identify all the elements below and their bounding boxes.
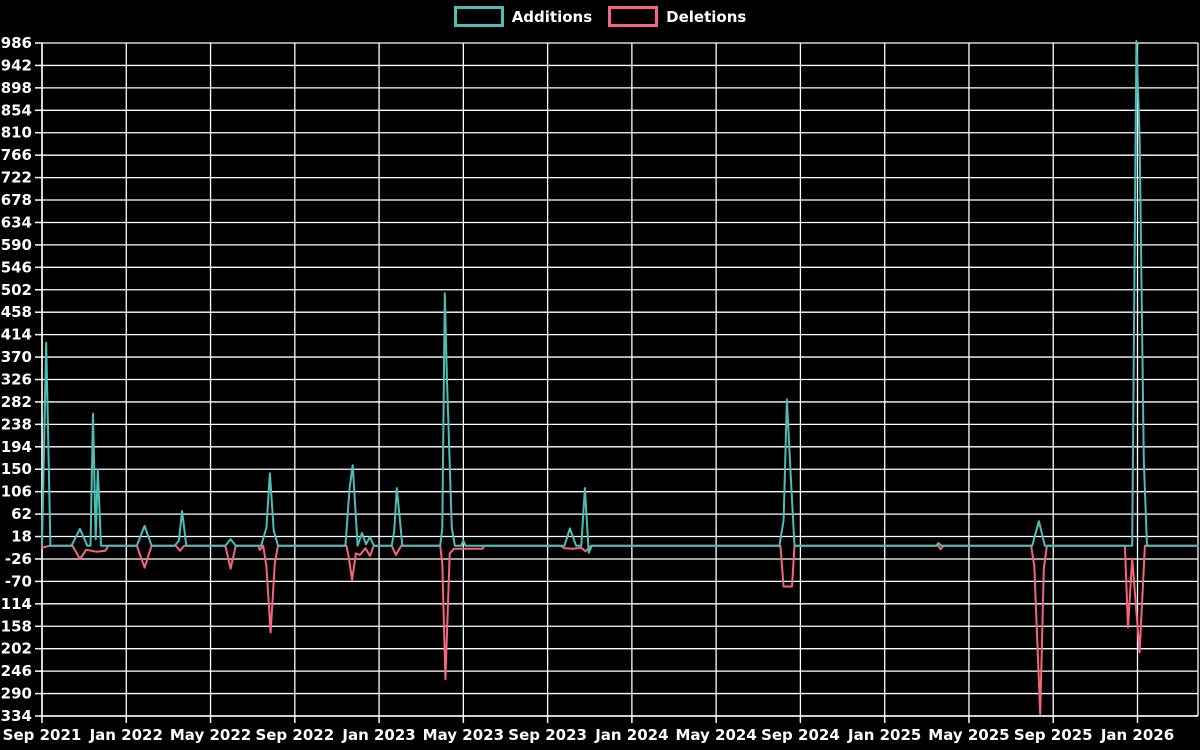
x-tick-label: Sep 2021 [3,726,82,744]
y-tick-label: 678 [1,191,32,209]
x-tick-label: Sep 2023 [508,726,587,744]
y-tick-label: 766 [1,146,32,164]
deletions-line [41,544,1199,715]
x-tick-label: May 2023 [423,726,504,744]
y-tick-label: -158 [0,617,32,635]
additions-swatch-icon [453,6,504,27]
y-tick-label: -202 [0,640,32,658]
y-tick-label: -334 [0,707,32,725]
y-tick-label: 62 [11,505,32,523]
y-tick-label: 898 [1,79,32,97]
x-tick-label: May 2024 [675,726,756,744]
x-tick-label: Jan 2026 [1100,726,1174,744]
x-tick-label: May 2025 [928,726,1009,744]
y-tick-label: -70 [5,572,32,590]
x-tick-label: Sep 2022 [255,726,334,744]
y-tick-label: 546 [1,258,32,276]
deletions-swatch-icon [608,6,659,27]
additions-line [41,40,1199,554]
y-tick-label: -114 [0,595,32,613]
y-tick-label: 150 [1,460,32,478]
y-tick-label: 854 [1,101,32,119]
y-tick-label: 590 [1,236,32,254]
y-tick-label: 942 [1,56,32,74]
y-tick-label: 282 [1,393,32,411]
y-tick-label: 986 [1,34,32,52]
legend-label-deletions: Deletions [666,7,747,26]
y-tick-label: -290 [0,685,32,703]
x-tick-label: Sep 2025 [1014,726,1093,744]
legend-label-additions: Additions [511,7,593,26]
y-tick-label: 810 [1,124,32,142]
legend-item-additions[interactable]: Additions [453,6,593,27]
y-tick-label: 106 [1,483,32,501]
y-tick-label: 18 [11,528,32,546]
x-tick-label: Jan 2023 [341,726,415,744]
y-tick-label: -246 [0,662,32,680]
y-tick-label: 458 [1,303,32,321]
chart-legend: Additions Deletions [0,6,1200,27]
x-tick-label: Jan 2024 [594,726,668,744]
y-tick-label: 326 [1,371,32,389]
x-tick-label: Jan 2022 [89,726,163,744]
x-tick-label: May 2022 [170,726,251,744]
y-tick-label: 722 [1,169,32,187]
y-tick-label: 370 [1,348,32,366]
y-tick-label: 194 [1,438,32,456]
y-tick-label: -26 [5,550,32,568]
y-tick-label: 414 [1,326,32,344]
y-tick-label: 634 [1,213,32,231]
x-tick-label: Jan 2025 [847,726,921,744]
y-tick-label: 238 [1,415,32,433]
legend-item-deletions[interactable]: Deletions [608,6,746,27]
x-tick-label: Sep 2024 [761,726,840,744]
y-tick-label: 502 [1,281,32,299]
